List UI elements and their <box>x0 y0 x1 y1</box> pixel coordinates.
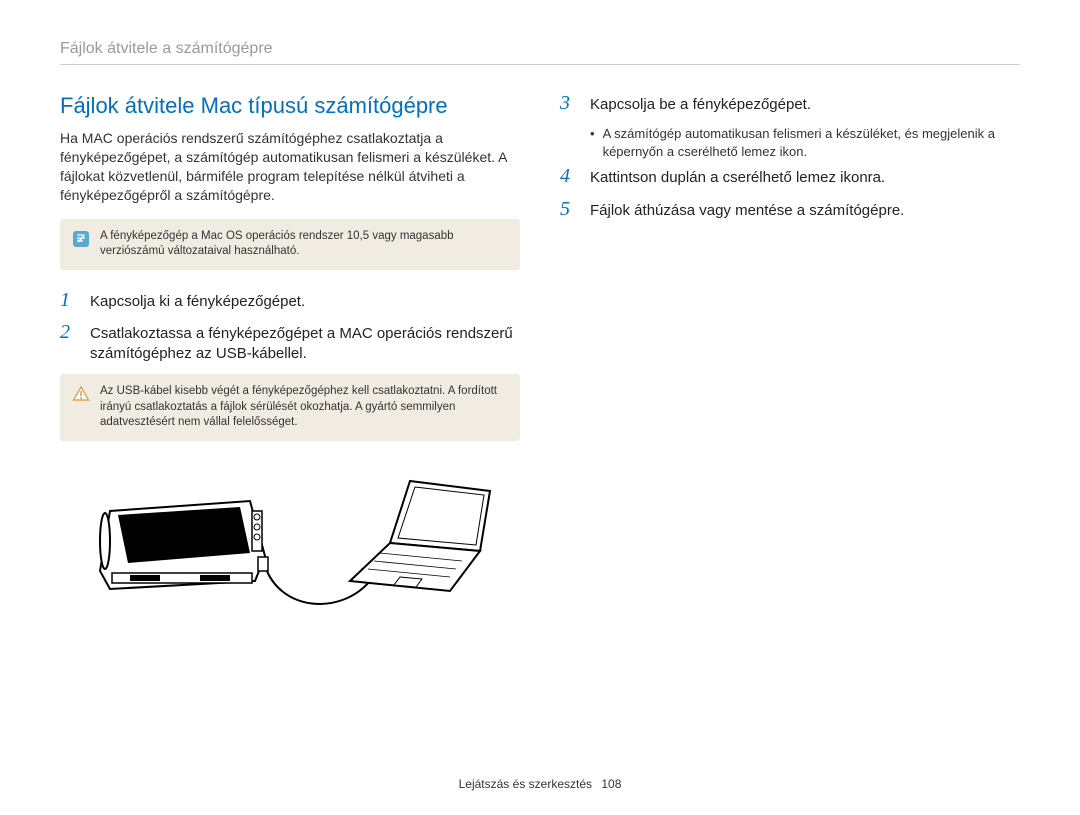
right-steps: 3 Kapcsolja be a fényképezőgépet. • A sz… <box>560 93 1020 221</box>
right-column: 3 Kapcsolja be a fényképezőgépet. • A sz… <box>560 93 1020 631</box>
info-icon: ✓ <box>72 230 90 253</box>
step-number: 2 <box>60 322 78 365</box>
step-text: Fájlok áthúzása vagy mentése a számítógé… <box>590 199 904 221</box>
step-2: 2 Csatlakoztassa a fényképezőgépet a MAC… <box>60 322 520 365</box>
info-note-text: A fényképezőgép a Mac OS operációs rends… <box>100 229 508 260</box>
left-steps: 1 Kapcsolja ki a fényképezőgépet. 2 Csat… <box>60 290 520 365</box>
page-number: 108 <box>601 777 621 791</box>
bullet-dot-icon: • <box>590 125 595 160</box>
sub-bullet-text: A számítógép automatikusan felismeri a k… <box>603 125 1020 160</box>
warning-note-text: Az USB-kábel kisebb végét a fényképezőgé… <box>100 384 508 431</box>
two-column-layout: Fájlok átvitele Mac típusú számítógépre … <box>60 93 1020 631</box>
section-title: Fájlok átvitele Mac típusú számítógépre <box>60 93 520 119</box>
step-number: 4 <box>560 166 578 188</box>
step-5: 5 Fájlok áthúzása vagy mentése a számító… <box>560 199 1020 221</box>
warning-icon <box>72 385 90 408</box>
step-4: 4 Kattintson duplán a cserélhető lemez i… <box>560 166 1020 188</box>
step-text: Csatlakoztassa a fényképezőgépet a MAC o… <box>90 322 520 365</box>
step-3: 3 Kapcsolja be a fényképezőgépet. <box>560 93 1020 115</box>
step-text: Kapcsolja be a fényképezőgépet. <box>590 93 811 115</box>
running-head: Fájlok átvitele a számítógépre <box>60 40 1020 65</box>
step-number: 5 <box>560 199 578 221</box>
step-1: 1 Kapcsolja ki a fényképezőgépet. <box>60 290 520 312</box>
info-note-box: ✓ A fényképezőgép a Mac OS operációs ren… <box>60 219 520 270</box>
manual-page: Fájlok átvitele a számítógépre Fájlok át… <box>0 0 1080 815</box>
page-footer: Lejátszás és szerkesztés 108 <box>0 777 1080 791</box>
footer-section-label: Lejátszás és szerkesztés <box>459 777 592 791</box>
step-3-sub-bullet: • A számítógép automatikusan felismeri a… <box>590 125 1020 160</box>
step-number: 1 <box>60 290 78 312</box>
intro-paragraph: Ha MAC operációs rendszerű számítógéphez… <box>60 129 520 205</box>
usb-connection-illustration <box>60 461 520 631</box>
left-column: Fájlok átvitele Mac típusú számítógépre … <box>60 93 520 631</box>
step-number: 3 <box>560 93 578 115</box>
step-text: Kapcsolja ki a fényképezőgépet. <box>90 290 305 312</box>
step-text: Kattintson duplán a cserélhető lemez iko… <box>590 166 885 188</box>
warning-note-box: Az USB-kábel kisebb végét a fényképezőgé… <box>60 374 520 441</box>
